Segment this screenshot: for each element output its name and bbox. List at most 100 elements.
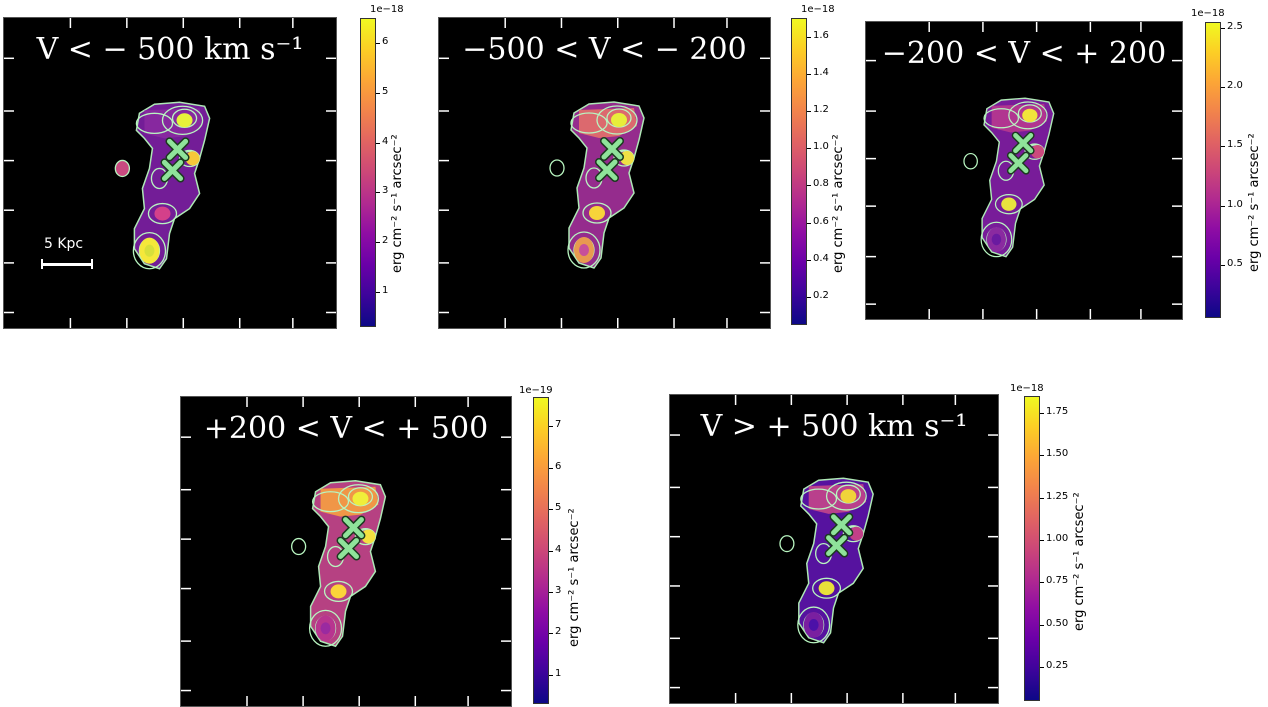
colorbar-gradient xyxy=(533,397,549,704)
emission-map xyxy=(181,397,511,706)
contour-line xyxy=(835,484,861,504)
colorbar-exponent: 1e−18 xyxy=(1010,383,1044,394)
panel-minus500-to-minus200: −500 < V < − 200 xyxy=(438,17,771,329)
panel-title: −200 < V < + 200 xyxy=(881,36,1167,71)
colorbar-tick-label: 2 xyxy=(382,235,389,247)
emission-map xyxy=(439,18,770,328)
contour-line xyxy=(1008,101,1048,130)
colorbar-tick-label: 0.5 xyxy=(1227,257,1243,269)
hot-spot xyxy=(840,489,857,504)
colorbar-tick-label: 1.0 xyxy=(1227,198,1243,210)
scalebar-line xyxy=(42,263,92,266)
colorbar-tick-label: 2.5 xyxy=(1227,20,1243,32)
panel-title: V > + 500 km s⁻¹ xyxy=(700,409,968,444)
contour-line xyxy=(980,221,1013,258)
colorbar-tick-label: 0.2 xyxy=(813,290,829,302)
panel-v-gt-plus500: V > + 500 km s⁻¹ xyxy=(669,394,999,704)
colorbar-tick xyxy=(1040,624,1044,626)
contour-line xyxy=(147,202,178,225)
colorbar-tick xyxy=(1040,412,1044,414)
hot-spot xyxy=(144,244,155,257)
colorbar-tick-label: 7 xyxy=(555,419,562,431)
colorbar-unit: erg cm⁻² s⁻¹ arcsec⁻² xyxy=(1072,492,1087,631)
hot-spot xyxy=(352,491,369,506)
nucleus-marker xyxy=(831,514,852,536)
nucleus-marker xyxy=(596,159,618,181)
panel-title: V < − 500 km s⁻¹ xyxy=(36,32,304,67)
colorbar-panel-4: 1e−19 erg cm⁻² s⁻¹ arcsec⁻² 1 2 3 4 5 6 7 xyxy=(519,385,582,704)
colorbar-tick xyxy=(1040,582,1044,584)
galaxy-emission xyxy=(549,101,645,269)
colorbar-gradient xyxy=(791,18,807,325)
contour-line xyxy=(797,606,831,644)
emission-map xyxy=(866,22,1182,319)
contour-line xyxy=(323,580,354,603)
colorbar-tick xyxy=(807,111,811,113)
colorbar-tick xyxy=(807,259,811,261)
hot-spot xyxy=(611,113,627,127)
colorbar-tick xyxy=(807,73,811,75)
detached-knot xyxy=(291,537,307,556)
colorbar-tick xyxy=(1221,205,1225,207)
colorbar-tick xyxy=(549,591,553,593)
colorbar-tick xyxy=(1040,497,1044,499)
colorbar-tick-label: 4 xyxy=(555,543,562,555)
colorbar-exponent: 1e−18 xyxy=(370,4,404,15)
colorbar-tick xyxy=(549,467,553,469)
colorbar-tick-label: 1.2 xyxy=(813,104,829,116)
colorbar-tick xyxy=(807,148,811,150)
colorbar-exponent: 1e−19 xyxy=(519,385,553,396)
colorbar-tick-label: 0.50 xyxy=(1046,617,1069,629)
contour-line xyxy=(308,609,343,647)
galaxy-emission xyxy=(963,97,1055,258)
colorbar-tick-label: 5 xyxy=(382,85,389,97)
emission-region xyxy=(981,97,1055,258)
colorbar-tick-label: 1.0 xyxy=(813,141,829,153)
colorbar-tick xyxy=(807,297,811,299)
scalebar-label: 5 Kpc xyxy=(44,236,84,252)
galaxy-emission xyxy=(114,101,211,270)
colorbar-tick-label: 0.75 xyxy=(1046,575,1069,587)
emission-region xyxy=(798,477,874,644)
detached-knot xyxy=(114,159,131,178)
hot-spot xyxy=(1001,197,1017,211)
colorbar-tick-label: 4 xyxy=(382,135,389,147)
colorbar-unit: erg cm⁻² s⁻¹ arcsec⁻² xyxy=(567,508,582,647)
contour-line xyxy=(994,193,1023,215)
colorbar-panel-2: 1e−18 erg cm⁻² s⁻¹ arcsec⁻² 0.2 0.4 0.6 0.8… xyxy=(791,4,846,325)
colorbar-tick xyxy=(1040,667,1044,669)
hot-spot xyxy=(991,233,1002,246)
hot-spot xyxy=(579,244,589,256)
colorbar-tick-label: 5 xyxy=(555,502,562,513)
colorbar-tick-label: 0.6 xyxy=(813,215,829,227)
contour-line xyxy=(135,112,174,134)
colorbar-exponent: 1e−18 xyxy=(1191,8,1225,19)
colorbar-gradient xyxy=(360,18,376,327)
colorbar-tick xyxy=(549,426,553,428)
detached-knot xyxy=(963,152,978,170)
hot-spot xyxy=(1022,108,1038,123)
hot-spot xyxy=(1030,144,1045,159)
colorbar-tick-label: 1.25 xyxy=(1046,490,1069,502)
colorbar-tick-label: 1.4 xyxy=(813,66,829,78)
panel-plus200-to-plus500: +200 < V < + 500 xyxy=(180,396,512,707)
detached-knot xyxy=(779,535,795,553)
emission-region xyxy=(568,101,645,269)
contour-line xyxy=(800,488,838,510)
contour-line xyxy=(582,202,612,224)
colorbar-exponent: 1e−18 xyxy=(801,4,835,15)
colorbar-tick-label: 0.4 xyxy=(813,252,829,264)
colorbar-tick xyxy=(376,242,380,244)
colorbar-unit: erg cm⁻² s⁻¹ arcsec⁻² xyxy=(1247,133,1262,272)
scalebar-cap-right xyxy=(91,259,93,269)
panel-title: +200 < V < + 500 xyxy=(203,411,489,446)
scalebar-cap-left xyxy=(41,259,43,269)
hot-spot xyxy=(818,581,835,596)
colorbar-tick xyxy=(1040,540,1044,542)
contour-line xyxy=(983,108,1020,129)
colorbar-tick-label: 2 xyxy=(555,626,562,638)
hot-spot xyxy=(808,618,819,631)
colorbar-tick-label: 3 xyxy=(382,185,389,197)
colorbar-tick xyxy=(1221,27,1225,29)
colorbar-tick-label: 1 xyxy=(555,667,562,679)
